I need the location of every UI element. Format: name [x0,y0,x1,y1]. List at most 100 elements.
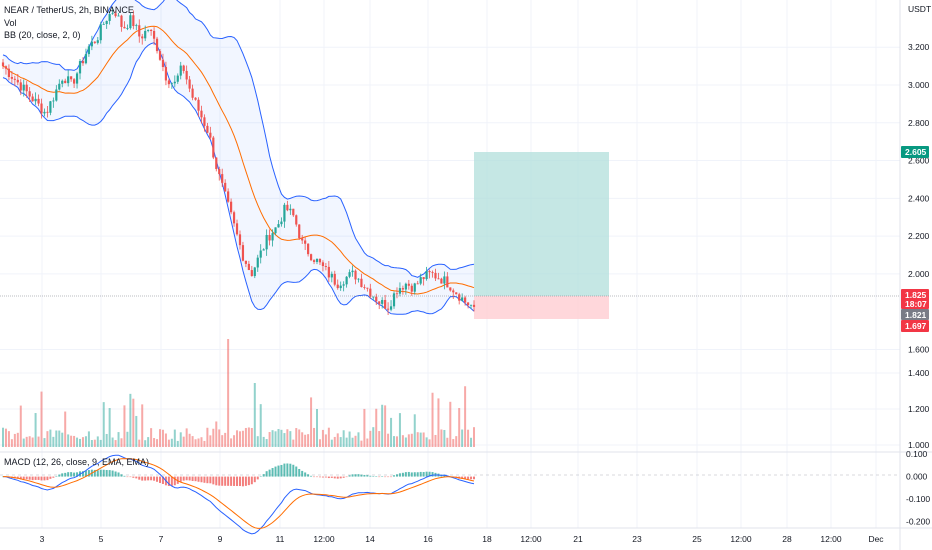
volume-bar [363,408,366,447]
time-tick-label: 12:00 [820,534,842,544]
macd-hist-bar [262,474,265,477]
macd-hist-bar [99,469,102,477]
macd-hist-bar [129,476,132,478]
volume-series [2,339,475,447]
volume-legend[interactable]: Vol [4,18,17,28]
volume-bar [387,433,390,447]
candle [182,64,185,74]
volume-bar [117,432,120,447]
macd-hist-bar [295,466,298,477]
volume-bar [25,436,28,447]
macd-hist-bar [363,474,366,477]
macd-hist-bar [369,475,372,477]
volume-bar [159,429,161,447]
volume-bar [339,437,342,447]
volume-bar [244,427,247,447]
macd-hist-bar [64,472,67,477]
price-axis-ticks: 3.200 3.000 2.800 2.600 2.400 2.200 2.000 1.600 [908,42,930,354]
macd-hist-bar [81,471,84,477]
volume-bar [129,393,132,447]
price-tick-label: 3.200 [908,42,930,52]
macd-hist-bar [259,476,262,477]
candle [357,278,360,283]
volume-bar [19,405,22,447]
candle [265,229,268,256]
candle [339,281,342,291]
candle [7,64,11,81]
candle [336,279,339,290]
candle [351,265,354,277]
candle [416,280,419,285]
volume-bar [241,430,244,447]
macd-hist-bar [410,472,413,477]
candle [49,100,52,116]
candle [188,75,191,93]
macd-hist-bar [138,476,141,480]
volume-bar [230,438,233,447]
volume-bar [221,435,224,447]
macd-hist-bar [330,476,333,478]
macd-hist-bar [19,476,22,480]
macd-hist-bar [357,474,360,477]
candle [330,271,333,283]
candle [283,202,286,228]
candle [19,79,22,96]
candle [72,78,76,88]
candle [138,19,141,43]
volume-bar [105,433,108,447]
candle [277,220,280,228]
candle [55,85,58,102]
candle [129,12,132,30]
macd-hist-bar [342,476,345,478]
volume-bar [179,432,182,447]
volume-bar [342,430,345,447]
macd-hist-bar [366,475,369,477]
candle [152,27,156,46]
volume-bar [212,428,215,447]
macd-hist-bar [49,476,52,479]
volume-bar [67,434,70,447]
candle [64,78,67,84]
volume-bar [102,402,105,447]
volume-bar [123,405,126,447]
time-tick-label: 18 [482,534,492,544]
candle [141,33,144,45]
volume-bar [398,413,401,447]
volume-bar [49,429,52,447]
macd-hist-bar [265,471,268,477]
macd-hist-bar [185,476,188,481]
target-zone[interactable] [474,152,609,296]
candle [99,21,102,44]
candle [449,287,452,292]
volume-bar [407,434,410,447]
macd-hist-bar [425,471,428,477]
volume-tick-label: 1.200 [908,404,930,414]
macd-legend[interactable]: MACD (12, 26, close, 9, EMA, EMA) [4,457,150,467]
candle [363,284,366,290]
volume-bar [40,391,43,447]
stop-zone[interactable] [474,296,609,319]
macd-hist-bar [271,467,274,477]
candle [461,293,464,302]
macd-hist-bar [292,464,295,477]
bollinger-legend[interactable]: BB (20, close, 2, 0) [4,30,81,40]
volume-bar [7,431,10,447]
chart-grid [0,0,900,528]
candle [221,168,224,187]
macd-hist-bar [289,463,292,477]
macd-hist-bar [120,474,123,477]
macd-hist-bar [470,476,473,480]
macd-hist-bar [200,476,203,483]
macd-hist-bar [304,472,307,477]
volume-bar [292,439,295,447]
bollinger-basis [2,25,475,295]
macd-hist-bar [203,476,206,483]
candle [203,114,206,132]
symbol-legend[interactable]: NEAR / TetherUS, 2h, BINANCE [4,5,134,15]
candle [147,29,150,33]
volume-bar [4,428,7,447]
candle [386,302,390,315]
volume-bar [410,433,413,447]
macd-hist-bar [153,476,156,481]
